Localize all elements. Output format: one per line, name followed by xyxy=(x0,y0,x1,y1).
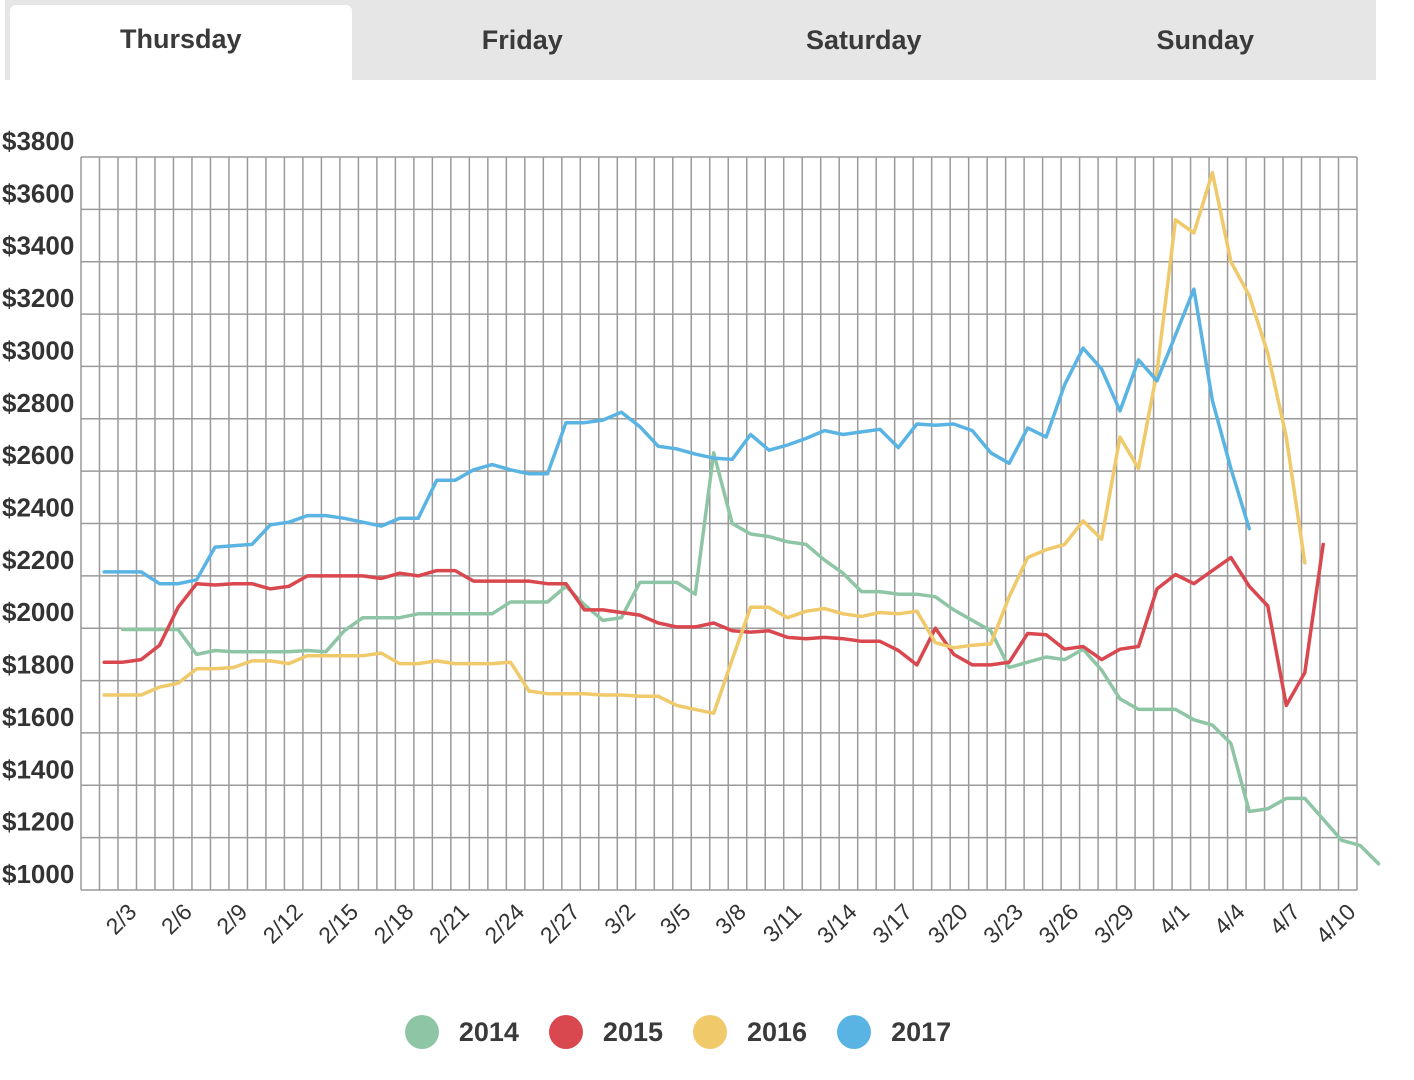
y-tick-label: $3200 xyxy=(2,283,74,313)
chart-legend: 2014 2015 2016 2017 xyxy=(0,1015,1356,1049)
legend-item-2017[interactable]: 2017 xyxy=(837,1015,951,1049)
chart-grid xyxy=(80,156,1358,891)
y-tick-label: $1600 xyxy=(2,702,74,732)
x-tick-label: 2/27 xyxy=(535,898,585,948)
x-tick-label: 2/18 xyxy=(369,898,419,948)
x-tick-label: 4/4 xyxy=(1209,898,1250,939)
legend-dot-2014 xyxy=(404,1015,439,1049)
series-line-2016 xyxy=(102,170,1307,716)
x-tick-label: 3/20 xyxy=(923,898,973,948)
x-tick-label: 4/10 xyxy=(1311,898,1361,948)
x-tick-label: 2/15 xyxy=(313,898,363,948)
x-axis-ticks: 2/3 2/6 2/9 2/12 2/15 2/18 2/21 2/24 2/27 3/2 3/5 3… xyxy=(101,898,1361,948)
legend-item-2014[interactable]: 2014 xyxy=(404,1015,519,1049)
x-tick-label: 2/6 xyxy=(156,898,197,939)
y-tick-label: $1200 xyxy=(2,807,74,837)
y-tick-label: $1800 xyxy=(2,650,74,680)
x-tick-label: 3/29 xyxy=(1089,898,1139,948)
legend-label-2017: 2017 xyxy=(891,1016,952,1047)
tab-sunday[interactable]: Sunday xyxy=(1156,24,1255,55)
legend-dot-2017 xyxy=(837,1015,872,1049)
y-tick-label: $3000 xyxy=(2,335,74,365)
y-tick-label: $2400 xyxy=(2,493,74,523)
x-tick-label: 2/9 xyxy=(211,898,252,939)
series-line-2017 xyxy=(102,287,1252,586)
tab-friday[interactable]: Friday xyxy=(481,24,563,55)
x-tick-label: 3/11 xyxy=(758,898,807,947)
legend-dot-2016 xyxy=(693,1015,727,1049)
x-tick-label: 3/14 xyxy=(812,898,862,948)
legend-item-2016[interactable]: 2016 xyxy=(693,1015,807,1049)
y-tick-label: $1400 xyxy=(2,754,74,784)
y-tick-label: $1000 xyxy=(2,859,74,889)
y-tick-label: $2800 xyxy=(2,388,74,418)
legend-item-2015[interactable]: 2015 xyxy=(548,1015,663,1049)
x-tick-label: 3/26 xyxy=(1033,898,1083,948)
y-tick-label: $2600 xyxy=(2,440,74,470)
x-tick-label: 2/12 xyxy=(258,898,308,948)
y-tick-label: $2200 xyxy=(2,545,74,575)
legend-label-2015: 2015 xyxy=(602,1016,663,1047)
legend-dot-2015 xyxy=(548,1015,583,1049)
x-tick-label: 3/17 xyxy=(867,898,917,948)
y-tick-label: $2000 xyxy=(2,597,74,627)
legend-label-2014: 2014 xyxy=(458,1016,519,1047)
x-tick-label: 3/2 xyxy=(599,898,640,939)
x-tick-label: 4/1 xyxy=(1153,898,1194,939)
x-tick-label: 3/23 xyxy=(978,898,1028,948)
day-tabs: Thursday Friday Saturday Sunday xyxy=(5,0,1376,80)
series-line-2014 xyxy=(120,451,1381,866)
series-line-2015 xyxy=(102,542,1325,708)
series-lines xyxy=(102,170,1381,866)
y-tick-label: $3600 xyxy=(2,178,74,208)
x-tick-label: 2/24 xyxy=(479,898,529,948)
x-tick-label: 2/21 xyxy=(424,898,474,948)
y-tick-label: $3400 xyxy=(2,231,74,261)
price-line-chart: $1000 $1200 $1400 $1600 $1800 $2000 $2200 $2400… xyxy=(2,126,1381,949)
tab-saturday[interactable]: Saturday xyxy=(805,24,922,55)
x-tick-label: 3/5 xyxy=(655,898,696,939)
x-tick-label: 2/3 xyxy=(101,898,142,939)
x-tick-label: 3/8 xyxy=(710,898,751,939)
y-tick-label: $3800 xyxy=(2,126,74,156)
legend-label-2016: 2016 xyxy=(747,1016,808,1047)
tab-thursday[interactable]: Thursday xyxy=(10,5,352,80)
y-axis-ticks: $1000 $1200 $1400 $1600 $1800 $2000 $2200 $2400… xyxy=(2,126,74,889)
x-tick-label: 4/7 xyxy=(1264,898,1305,939)
